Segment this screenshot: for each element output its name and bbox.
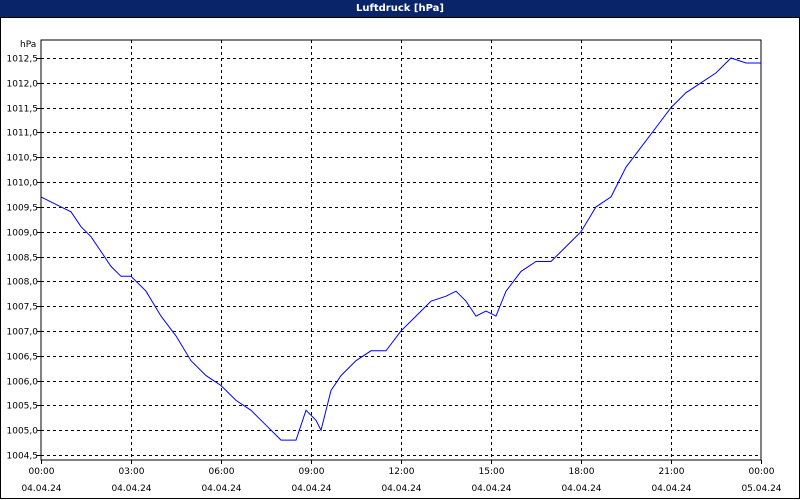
x-tick-date: 05.04.24 [741,484,781,494]
x-tick-time: 12:00 [389,467,415,477]
pressure-series-line [40,57,761,441]
window-titlebar [0,0,800,18]
y-tick-label: 1004,5 [7,452,39,462]
y-tick-label: 1006,5 [7,353,39,363]
y-tick-label: 1008,5 [7,254,39,264]
x-tick-time: 03:00 [119,467,145,477]
y-tick-label: 1011,0 [7,129,39,139]
x-tick-time: 18:00 [569,467,595,477]
y-tick-label: 1010,5 [7,154,39,164]
x-tick-time: 21:00 [659,467,685,477]
y-tick-label: 1010,0 [7,179,39,189]
y-tick-label: 1009,0 [7,229,39,239]
x-tick-date: 04.04.24 [651,484,691,494]
x-tick-time: 00:00 [749,467,775,477]
y-tick-label: 1005,0 [7,427,39,437]
y-tick-label: 1011,5 [7,105,39,115]
y-tick-label: 1007,5 [7,303,39,313]
y-tick-label: 1006,0 [7,378,39,388]
x-tick-date: 04.04.24 [111,484,151,494]
chart-frame: 1004,5 1005,0 1005,5 1006,0 1006,5 1007,0 1007… [0,18,800,499]
y-tick-label: 1009,5 [7,204,39,214]
y-tick-label: 1005,5 [7,402,39,412]
x-tick-time: 00:00 [29,467,55,477]
x-tick-time: 06:00 [209,467,235,477]
x-tick-date: 04.04.24 [471,484,511,494]
y-tick-label: 1008,0 [7,278,39,288]
chart-title: Luftdruck [hPa] [356,3,444,14]
y-axis-label: hPa [20,40,36,50]
x-tick-date: 04.04.24 [561,484,601,494]
y-tick-label: 1007,0 [7,328,39,338]
x-tick-date: 04.04.24 [21,484,61,494]
x-tick-date: 04.04.24 [291,484,331,494]
pressure-chart: 1004,5 1005,0 1005,5 1006,0 1006,5 1007,0 1007… [7,39,782,494]
x-tick-date: 04.04.24 [381,484,421,494]
x-tick-time: 09:00 [299,467,325,477]
x-tick-time: 15:00 [479,467,505,477]
y-tick-label: 1012,5 [7,55,39,65]
y-tick-label: 1012,0 [7,80,39,90]
x-tick-date: 04.04.24 [201,484,241,494]
